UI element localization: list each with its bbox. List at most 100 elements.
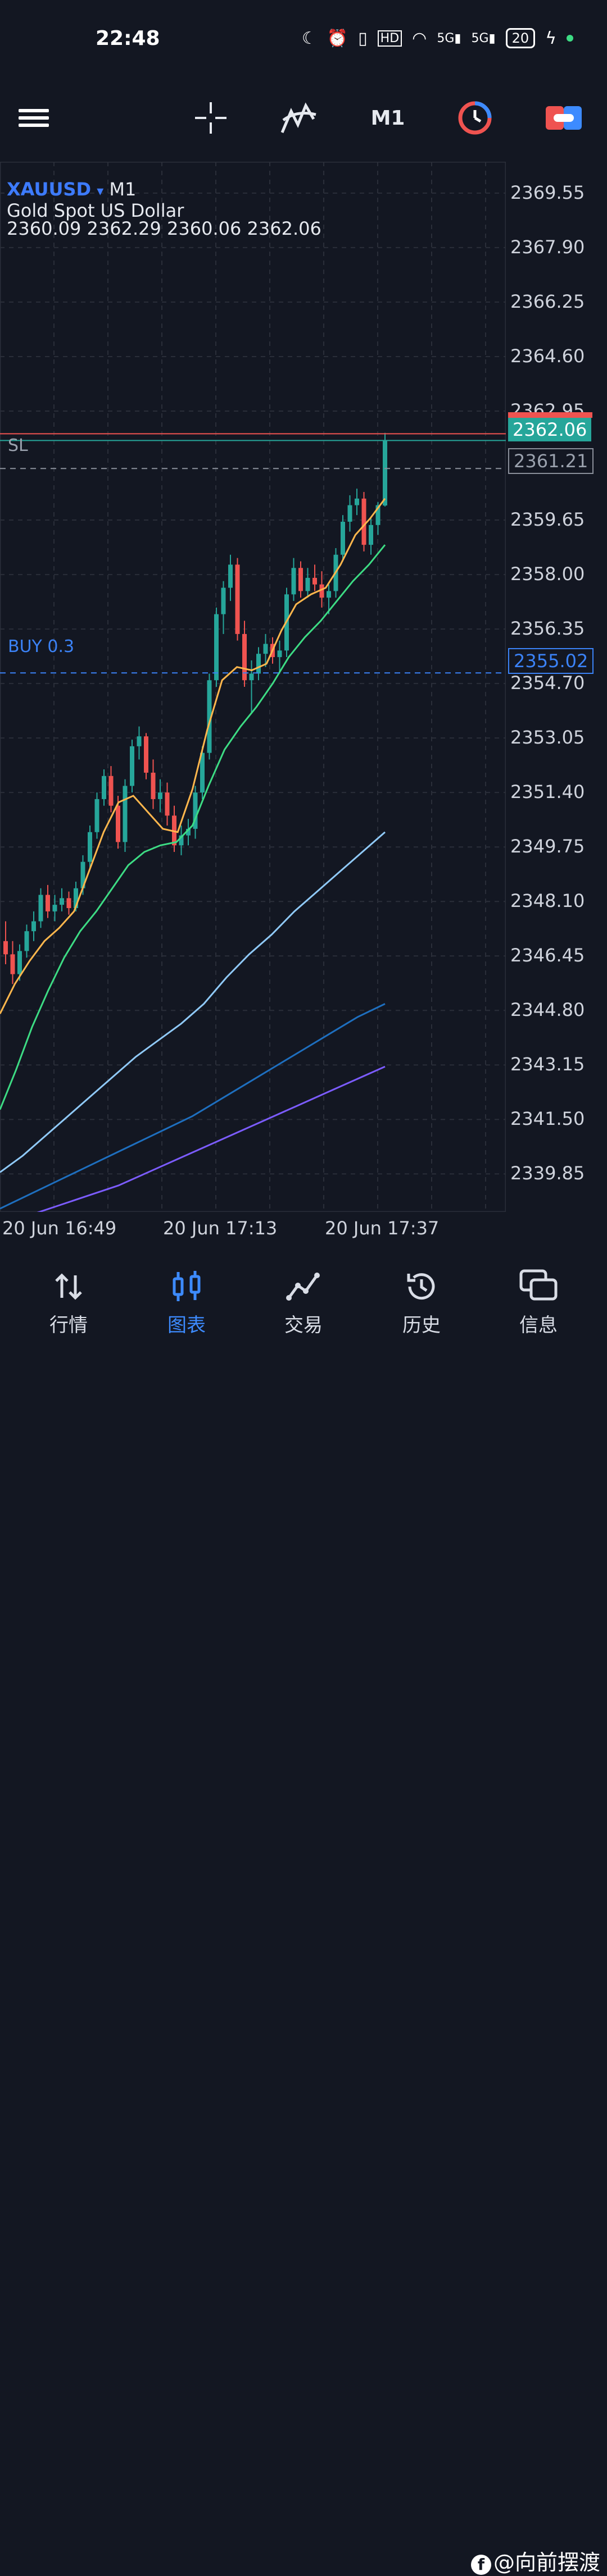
candle-body [46, 895, 50, 911]
moon-icon: ☾ [301, 28, 317, 48]
candle-body [305, 577, 310, 591]
time-tick-label: 20 Jun 17:37 [325, 1218, 440, 1239]
candle-body [347, 505, 352, 522]
candle-body [94, 799, 99, 832]
wifi-icon: ◠ [412, 28, 427, 48]
privacy-dot-icon [567, 35, 573, 42]
crosshair-icon[interactable] [191, 101, 230, 135]
candle-body [319, 584, 324, 598]
price-tick-label: 2359.65 [510, 509, 585, 531]
price-tick-label: 2366.25 [510, 290, 585, 312]
candle-body [38, 895, 43, 922]
clock-icon[interactable] [455, 101, 495, 135]
price-tick-label: 2364.60 [510, 345, 585, 367]
time-axis: 20 Jun 16:49 20 Jun 17:13 20 Jun 17:37 [0, 1213, 506, 1241]
candle-body [291, 568, 296, 595]
nav-quotes-label: 行情 [49, 1314, 88, 1337]
nav-trade[interactable]: 交易 [264, 1267, 343, 1337]
candle-body [221, 587, 226, 614]
candle-body [355, 498, 359, 505]
history-icon [382, 1267, 461, 1306]
candle-body [123, 786, 128, 842]
candle-body [207, 680, 212, 753]
sl-price-badge: 2361.21 [508, 448, 594, 474]
chart-icon [147, 1267, 226, 1306]
candle-body [108, 776, 114, 806]
nav-messages-label: 信息 [519, 1314, 558, 1337]
trade-icon [264, 1267, 343, 1306]
candle-body [17, 951, 22, 974]
nav-trade-label: 交易 [284, 1314, 323, 1337]
status-bar: 22:48 ☾ ⏰ ▯ HD ◠ 5G▮ 5G▮ 20 ϟ [0, 0, 607, 79]
chevron-down-icon[interactable]: ▾ [97, 183, 104, 199]
timeframe-button[interactable]: M1 [370, 106, 405, 130]
price-tick-label: 2356.35 [510, 618, 585, 640]
moving-average-line [37, 1065, 386, 1212]
chart-canvas[interactable] [0, 162, 506, 1212]
candle-body [24, 931, 29, 951]
candle-body [137, 736, 142, 746]
price-tick-label: 2343.15 [510, 1054, 585, 1075]
menu-icon[interactable] [17, 101, 51, 135]
candle-body [256, 654, 261, 674]
vibrate-icon: ▯ [358, 28, 368, 48]
nav-quotes[interactable]: 行情 [29, 1267, 108, 1337]
messages-icon [499, 1267, 578, 1306]
candle-body [179, 835, 184, 846]
quotes-icon [29, 1267, 108, 1306]
candle-body [235, 564, 240, 634]
indicators-icon[interactable] [280, 101, 319, 135]
candle-body [31, 921, 36, 932]
ask-strip [508, 412, 592, 418]
chart-frame [0, 162, 506, 1212]
nav-history-label: 历史 [402, 1314, 441, 1337]
candle-body [172, 815, 176, 846]
trade-toggle-icon[interactable] [544, 101, 583, 135]
candle-body [375, 505, 380, 525]
candle-body [151, 772, 156, 799]
moving-average-line [0, 544, 386, 1110]
current-price-badge: 2362.06 [508, 418, 592, 441]
candle-body [66, 898, 71, 908]
ohlc-values: 2360.09 2362.29 2360.06 2362.06 [7, 218, 321, 239]
nav-chart[interactable]: 图表 [147, 1267, 226, 1337]
candle-body [214, 614, 219, 681]
candle-body [228, 564, 233, 588]
candle-body [116, 805, 120, 842]
candle-body [327, 591, 331, 598]
candle-body [298, 568, 303, 591]
candle-body [52, 905, 57, 911]
nav-messages[interactable]: 信息 [499, 1267, 578, 1337]
candle-body [3, 941, 8, 955]
status-time: 22:48 [96, 27, 160, 50]
candle-body [158, 792, 162, 799]
candle-body [383, 440, 387, 506]
price-tick-label: 2369.55 [510, 181, 585, 203]
candle-body [193, 792, 198, 829]
symbol-selector[interactable]: XAUUSD [7, 179, 92, 200]
buy-label: BUY 0.3 [8, 637, 75, 656]
price-axis[interactable]: 2339.85 2341.50 2343.15 2344.80 2346.45 2348.… [506, 162, 607, 1212]
price-tick-label: 2354.70 [510, 672, 585, 694]
candle-body [102, 776, 106, 799]
candle-body [165, 792, 170, 816]
chart-legend: XAUUSD ▾ M1 Gold Spot US Dollar 2360.09 … [7, 179, 321, 239]
price-tick-label: 2339.85 [510, 1162, 585, 1184]
time-tick-label: 20 Jun 16:49 [2, 1218, 117, 1239]
time-tick-label: 20 Jun 17:13 [163, 1218, 278, 1239]
price-tick-label: 2358.00 [510, 563, 585, 585]
price-tick-label: 2367.90 [510, 236, 585, 258]
alarm-icon: ⏰ [327, 28, 348, 48]
legend-timeframe: M1 [109, 179, 137, 200]
watermark: f @向前摆渡 [471, 2545, 600, 2576]
candle-body [263, 644, 268, 654]
signal-5g-icon: 5G▮ [471, 31, 496, 45]
candle-body [130, 746, 134, 786]
candle-body [80, 861, 85, 888]
nav-history[interactable]: 历史 [382, 1267, 461, 1337]
bottom-nav: 行情 图表 交易 历史 信息 f @向前摆渡 [0, 1256, 607, 2575]
price-tick-label: 2349.75 [510, 836, 585, 858]
sl-label: SL [8, 436, 28, 455]
moving-average-line [0, 1003, 386, 1210]
price-chart[interactable]: XAUUSD ▾ M1 Gold Spot US Dollar 2360.09 … [0, 162, 506, 1212]
